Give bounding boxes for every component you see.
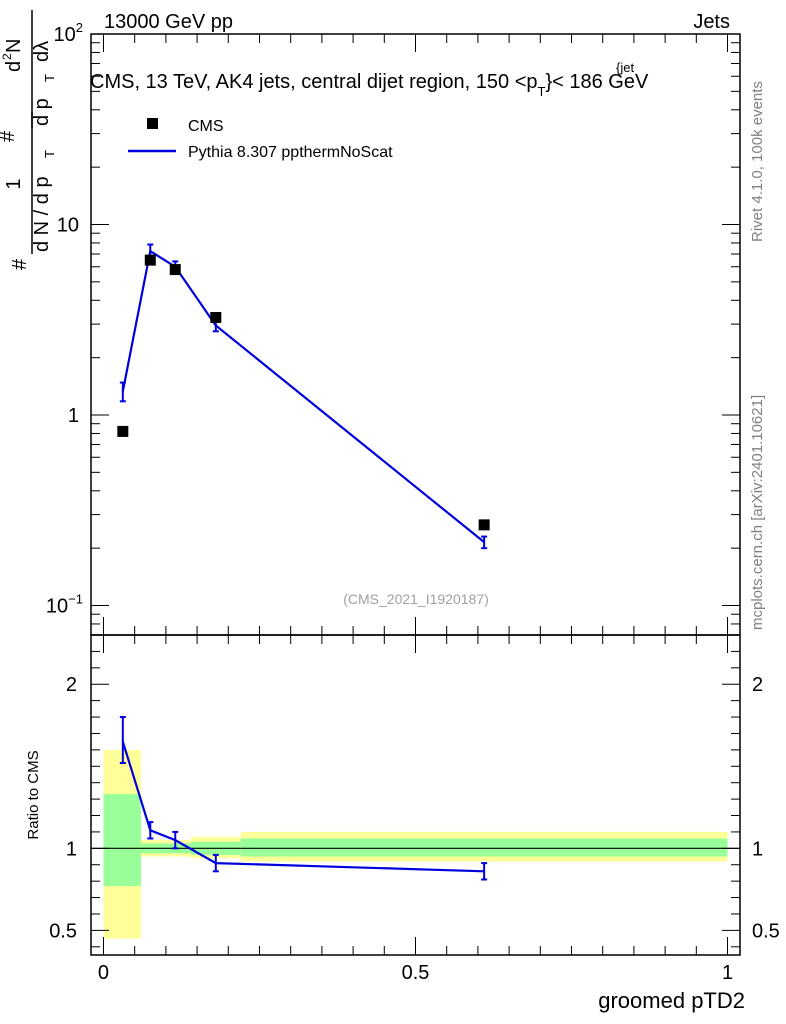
ratio-frame (90, 634, 741, 956)
main-axis-ticks (91, 33, 740, 636)
legend: CMS Pythia 8.307 ppthermNoScat (128, 118, 393, 161)
ratio-ytick-label-right: 2 (752, 674, 763, 696)
ylabel-dpT-dlambda: d p (31, 98, 53, 126)
main-title-text: CMS, 13 TeV, AK4 jets, central dijet reg… (90, 71, 649, 99)
ratio-ytick-labels: 0.5 0.5 1 1 2 2 (49, 674, 780, 942)
header-left: 13000 GeV pp (104, 11, 233, 33)
ratio-ylabel: Ratio to CMS (25, 750, 42, 839)
cms-point (478, 519, 490, 531)
main-title: CMS, 13 TeV, AK4 jets, central dijet reg… (90, 60, 649, 99)
xlabel: groomed pTD2 (598, 988, 745, 1013)
ylabel-T-sub-1: T (42, 150, 57, 158)
ratio-xtick-labels: 0 0.5 1 (98, 962, 733, 984)
main-ytick-label-base: 10 (54, 24, 76, 46)
main-title-tail: }< 186 GeV (545, 71, 649, 93)
main-ytick-label: 1 (68, 405, 79, 427)
mcplots-label: mcplots.cern.ch [arXiv:2401.10621] (749, 395, 766, 630)
main-title-body: CMS, 13 TeV, AK4 jets, central dijet reg… (90, 71, 538, 93)
ratio-ytick-label-right: 1 (752, 838, 763, 860)
main-ytick-label-exp: −1 (68, 591, 83, 606)
ylabel-T-sub-2: T (42, 74, 57, 82)
header-right: Jets (693, 11, 730, 33)
legend-marker-cms (147, 118, 158, 129)
ylabel-d2N-sup: 2 (0, 53, 14, 60)
main-title-sup: {jet (616, 60, 634, 75)
ratio-bands (103, 749, 728, 939)
ratio-band-green (103, 794, 141, 887)
ratio-ytick-label: 1 (66, 838, 77, 860)
ylabel-dN-dpT: d N / d p (31, 176, 53, 252)
cms-point (144, 254, 156, 266)
ylabel-d2N-N: N (3, 39, 25, 53)
ratio-band-green (240, 838, 728, 857)
main-ytick-label-base: 10 (46, 595, 68, 617)
cms-point (117, 425, 129, 437)
cms-point (169, 264, 181, 276)
ratio-xtick-label: 1 (722, 962, 733, 984)
cms-point (210, 311, 222, 323)
ratio-xtick-label: 0 (98, 962, 109, 984)
main-ylabel: # 1 d N / d p T # d 2 N d p T dλ (0, 10, 57, 270)
ylabel-hash-2: # (0, 130, 19, 142)
ratio-data-layer (119, 716, 488, 881)
ratio-ytick-label: 2 (66, 674, 77, 696)
ratio-xtick-label: 0.5 (402, 962, 430, 984)
legend-label-cms: CMS (188, 118, 224, 135)
ylabel-d2N-d: d (3, 61, 25, 72)
ylabel-dlambda: dλ (31, 41, 53, 62)
ylabel-hash-1: # (9, 258, 31, 270)
legend-label-pythia: Pythia 8.307 ppthermNoScat (188, 144, 393, 161)
pythia-line (121, 249, 485, 544)
ratio-axis-ticks (91, 635, 740, 955)
main-ytick-label-exp: 2 (76, 20, 83, 35)
ratio-ytick-label-right: 0.5 (752, 920, 780, 942)
watermark: (CMS_2021_I1920187) (343, 591, 489, 607)
ylabel-one: 1 (3, 178, 25, 189)
main-title-sub: T (538, 84, 546, 99)
ratio-ytick-label: 0.5 (49, 920, 77, 942)
rivet-label: Rivet 4.1.0, 100k events (749, 81, 766, 242)
main-ytick-label: 10−1 (46, 591, 83, 617)
main-ytick-label: 10 (57, 214, 79, 236)
main-data-layer (117, 243, 490, 550)
main-ytick-label: 102 (54, 20, 83, 46)
ratio-panel: 0.5 0.51 12 2 0 0.5 1 Ratio to CMS groomed pT… (25, 634, 780, 1013)
